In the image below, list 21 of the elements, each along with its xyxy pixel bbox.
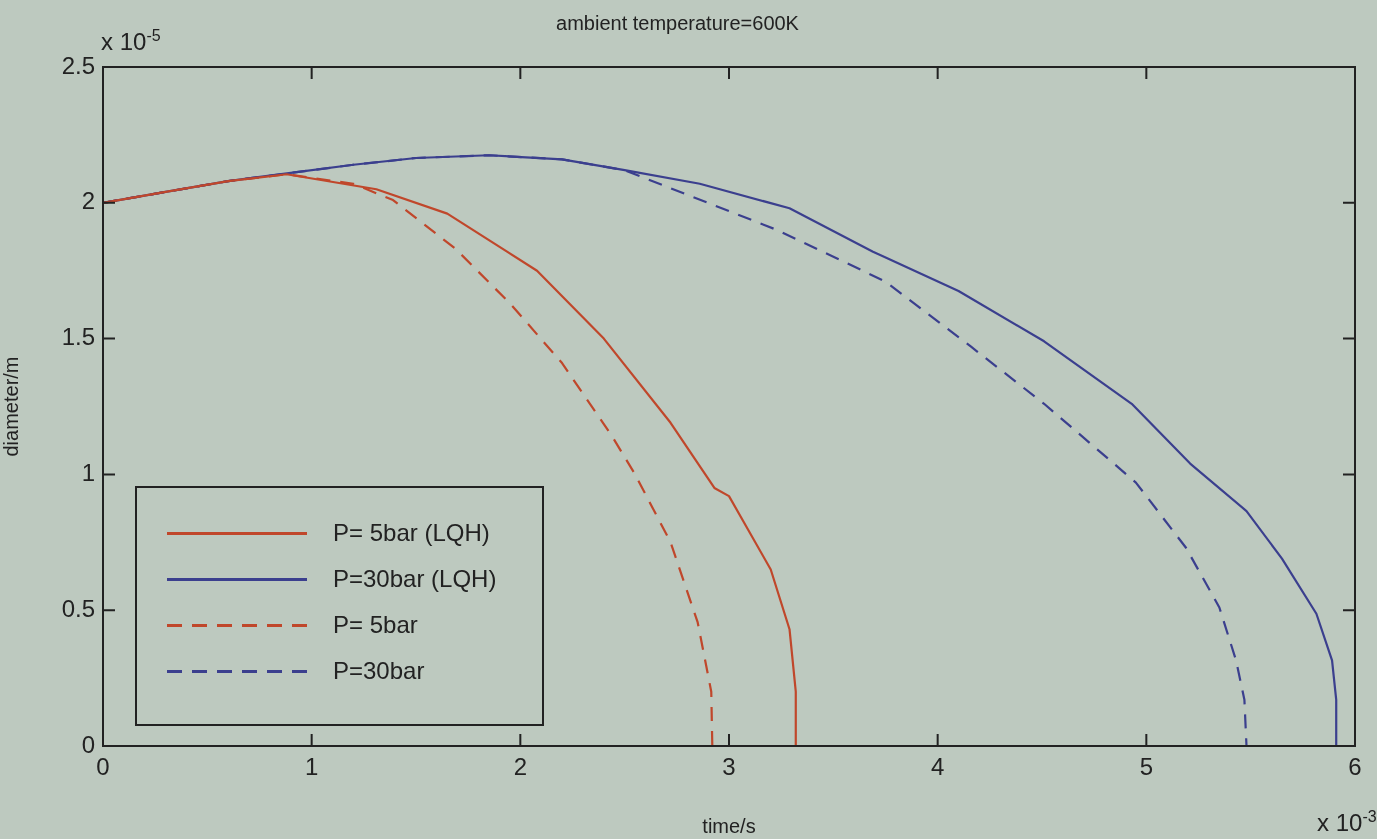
x-tick-label: 6 (1348, 753, 1362, 781)
y-tick-label: 1.5 (61, 323, 95, 351)
x-tick-label: 4 (930, 753, 945, 781)
x-tick-label: 5 (1139, 753, 1154, 781)
legend-label: P= 5bar (333, 611, 418, 639)
text: x 10$^{-5}$ (101, 27, 161, 56)
x-axis-title: time/s (702, 814, 756, 837)
legend-label: P= 5bar (LQH) (333, 519, 490, 547)
y-tick-label: 0.5 (61, 594, 95, 622)
x-tick-label: 1 (304, 753, 319, 781)
y-tick-label: 2.5 (61, 51, 95, 79)
y-tick-label: 1 (81, 459, 95, 487)
y-tick-label: 0 (81, 730, 95, 758)
y-axis-title: diameter/m (0, 356, 22, 457)
chart-title: ambient temperature=600K (556, 11, 800, 34)
legend-label: P=30bar (333, 657, 425, 685)
text: x 10$^{-3}$ (1317, 808, 1377, 837)
x-tick-label: 2 (513, 753, 528, 781)
y-tick-label: 2 (81, 187, 95, 215)
x-tick-label: 3 (722, 753, 736, 781)
legend-label: P=30bar (LQH) (333, 565, 497, 593)
